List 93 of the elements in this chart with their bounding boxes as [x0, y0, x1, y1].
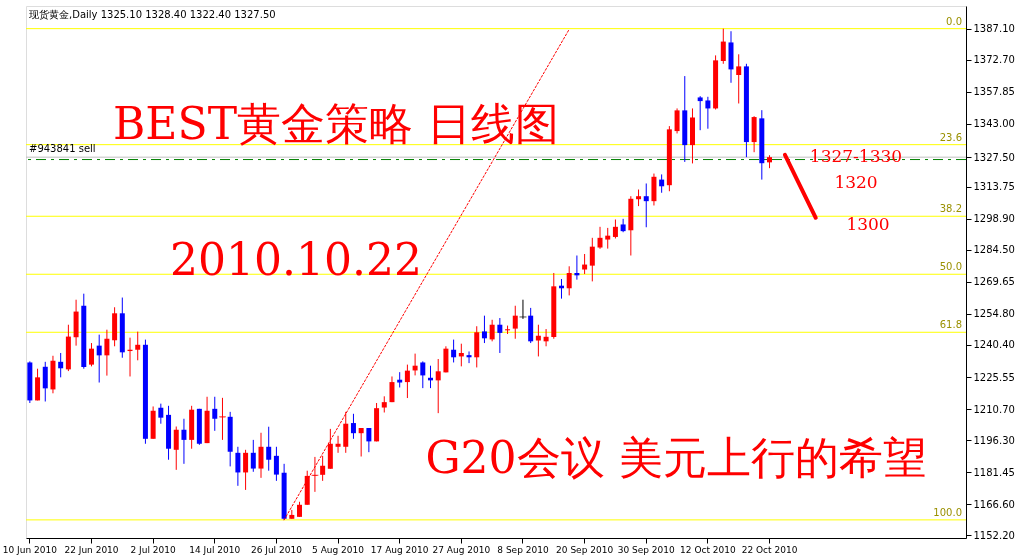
- annotation: 23.6: [939, 131, 962, 143]
- candlestick: [589, 237, 595, 282]
- candlestick: [443, 345, 449, 373]
- candlestick: [389, 375, 395, 403]
- candlestick: [620, 218, 626, 233]
- candlestick: [451, 339, 457, 363]
- candlestick: [88, 342, 94, 367]
- candlestick: [489, 319, 495, 342]
- y-tick-label: 1327.50: [973, 151, 1015, 163]
- candlestick: [96, 334, 102, 384]
- x-tick-label: 8 Sep 2010: [497, 544, 549, 555]
- candlestick: [612, 218, 618, 239]
- candlestick: [235, 446, 241, 487]
- x-tick-label: 26 Jul 2010: [250, 544, 303, 555]
- x-tick-label: 22 Oct 2010: [741, 544, 798, 555]
- candlestick: [243, 449, 249, 491]
- candlestick: [58, 352, 64, 378]
- y-tick-label: 1372.70: [973, 54, 1015, 66]
- x-tick-label: 17 Aug 2010: [370, 544, 429, 555]
- annotation: 1320: [834, 172, 878, 192]
- x-tick-label: 20 Sep 2010: [556, 544, 614, 555]
- candlestick: [104, 329, 110, 377]
- y-tick-label: 1343.00: [973, 118, 1015, 130]
- candlestick: [250, 439, 256, 473]
- y-tick-label: 1284.50: [973, 244, 1015, 256]
- y-tick-label: 1210.70: [973, 403, 1015, 415]
- candlestick: [643, 182, 649, 228]
- annotation: 100.0: [933, 506, 962, 518]
- candlestick: [720, 28, 726, 65]
- x-tick-label: 14 Jul 2010: [189, 544, 241, 555]
- candlestick: [674, 107, 680, 134]
- y-tick-label: 1298.90: [973, 213, 1015, 225]
- y-tick-label: 1254.80: [973, 308, 1015, 320]
- candlestick: [566, 265, 572, 296]
- candlestick: [519, 299, 527, 320]
- x-tick-label: 12 Oct 2010: [680, 544, 736, 555]
- annotation: 2010.10.22: [170, 234, 422, 285]
- chart-title: 现货黄金,Daily 1325.10 1328.40 1322.40 1327.50: [29, 9, 276, 20]
- annotation: #943841 sell: [29, 143, 96, 154]
- x-tick-label: 2 Jul 2010: [130, 544, 177, 555]
- candlestick: [466, 350, 472, 364]
- y-tick-label: 1240.40: [973, 339, 1015, 351]
- annotation: G20会议 美元上行的希望: [425, 432, 927, 483]
- annotation: 1327-1330: [809, 146, 903, 166]
- candlestick: [173, 426, 179, 471]
- candlestick: [266, 426, 272, 472]
- y-tick-label: 1225.55: [973, 371, 1015, 383]
- y-tick-label: 1313.75: [973, 181, 1015, 193]
- candlestick: [597, 226, 603, 250]
- candlestick: [481, 315, 487, 344]
- candlestick: [135, 331, 141, 361]
- candlestick: [335, 435, 341, 454]
- y-tick-label: 1181.45: [973, 466, 1015, 478]
- candlestick: [512, 305, 518, 340]
- candlestick: [212, 396, 218, 432]
- y-tick-label: 1166.60: [973, 498, 1015, 510]
- candlestick: [659, 173, 665, 194]
- candlestick: [273, 446, 279, 482]
- y-tick-label: 1152.20: [973, 529, 1015, 541]
- annotation: 0.0: [946, 15, 962, 27]
- y-tick-label: 1387.10: [973, 23, 1015, 35]
- candlestick: [366, 427, 372, 453]
- candlestick: [358, 427, 364, 457]
- x-tick-label: 5 Aug 2010: [312, 544, 365, 555]
- candlestick: [35, 368, 41, 401]
- candlestick: [350, 413, 356, 440]
- annotation: 38.2: [939, 203, 962, 215]
- candlestick: [343, 411, 349, 454]
- candlestick: [404, 364, 410, 399]
- candlestick: [258, 432, 264, 479]
- candlestick: [605, 227, 611, 250]
- y-tick-label: 1269.65: [973, 276, 1015, 288]
- candlestick: [497, 317, 503, 354]
- y-tick-label: 1357.85: [973, 86, 1015, 98]
- annotation: 50.0: [939, 261, 962, 273]
- x-tick-label: 22 Jun 2010: [64, 544, 119, 555]
- candlestick: [158, 403, 164, 425]
- candlestick: [697, 95, 703, 131]
- candlestick: [582, 253, 588, 275]
- candlestick: [435, 358, 441, 414]
- candlestick: [420, 360, 426, 389]
- x-tick-label: 27 Aug 2010: [432, 544, 491, 555]
- y-tick-label: 1196.30: [973, 434, 1015, 446]
- candlestick: [42, 361, 48, 402]
- annotation: BEST黄金策略 日线图: [113, 98, 559, 149]
- x-tick-label: 30 Sep 2010: [617, 544, 676, 555]
- x-tick-label: 10 Jun 2010: [2, 544, 58, 555]
- candlestick: [705, 96, 711, 130]
- candlestick: [181, 418, 187, 465]
- candlestick: [736, 53, 742, 104]
- annotation: 61.8: [939, 319, 962, 331]
- annotation: 1300: [846, 214, 890, 234]
- candlestick: [320, 455, 326, 482]
